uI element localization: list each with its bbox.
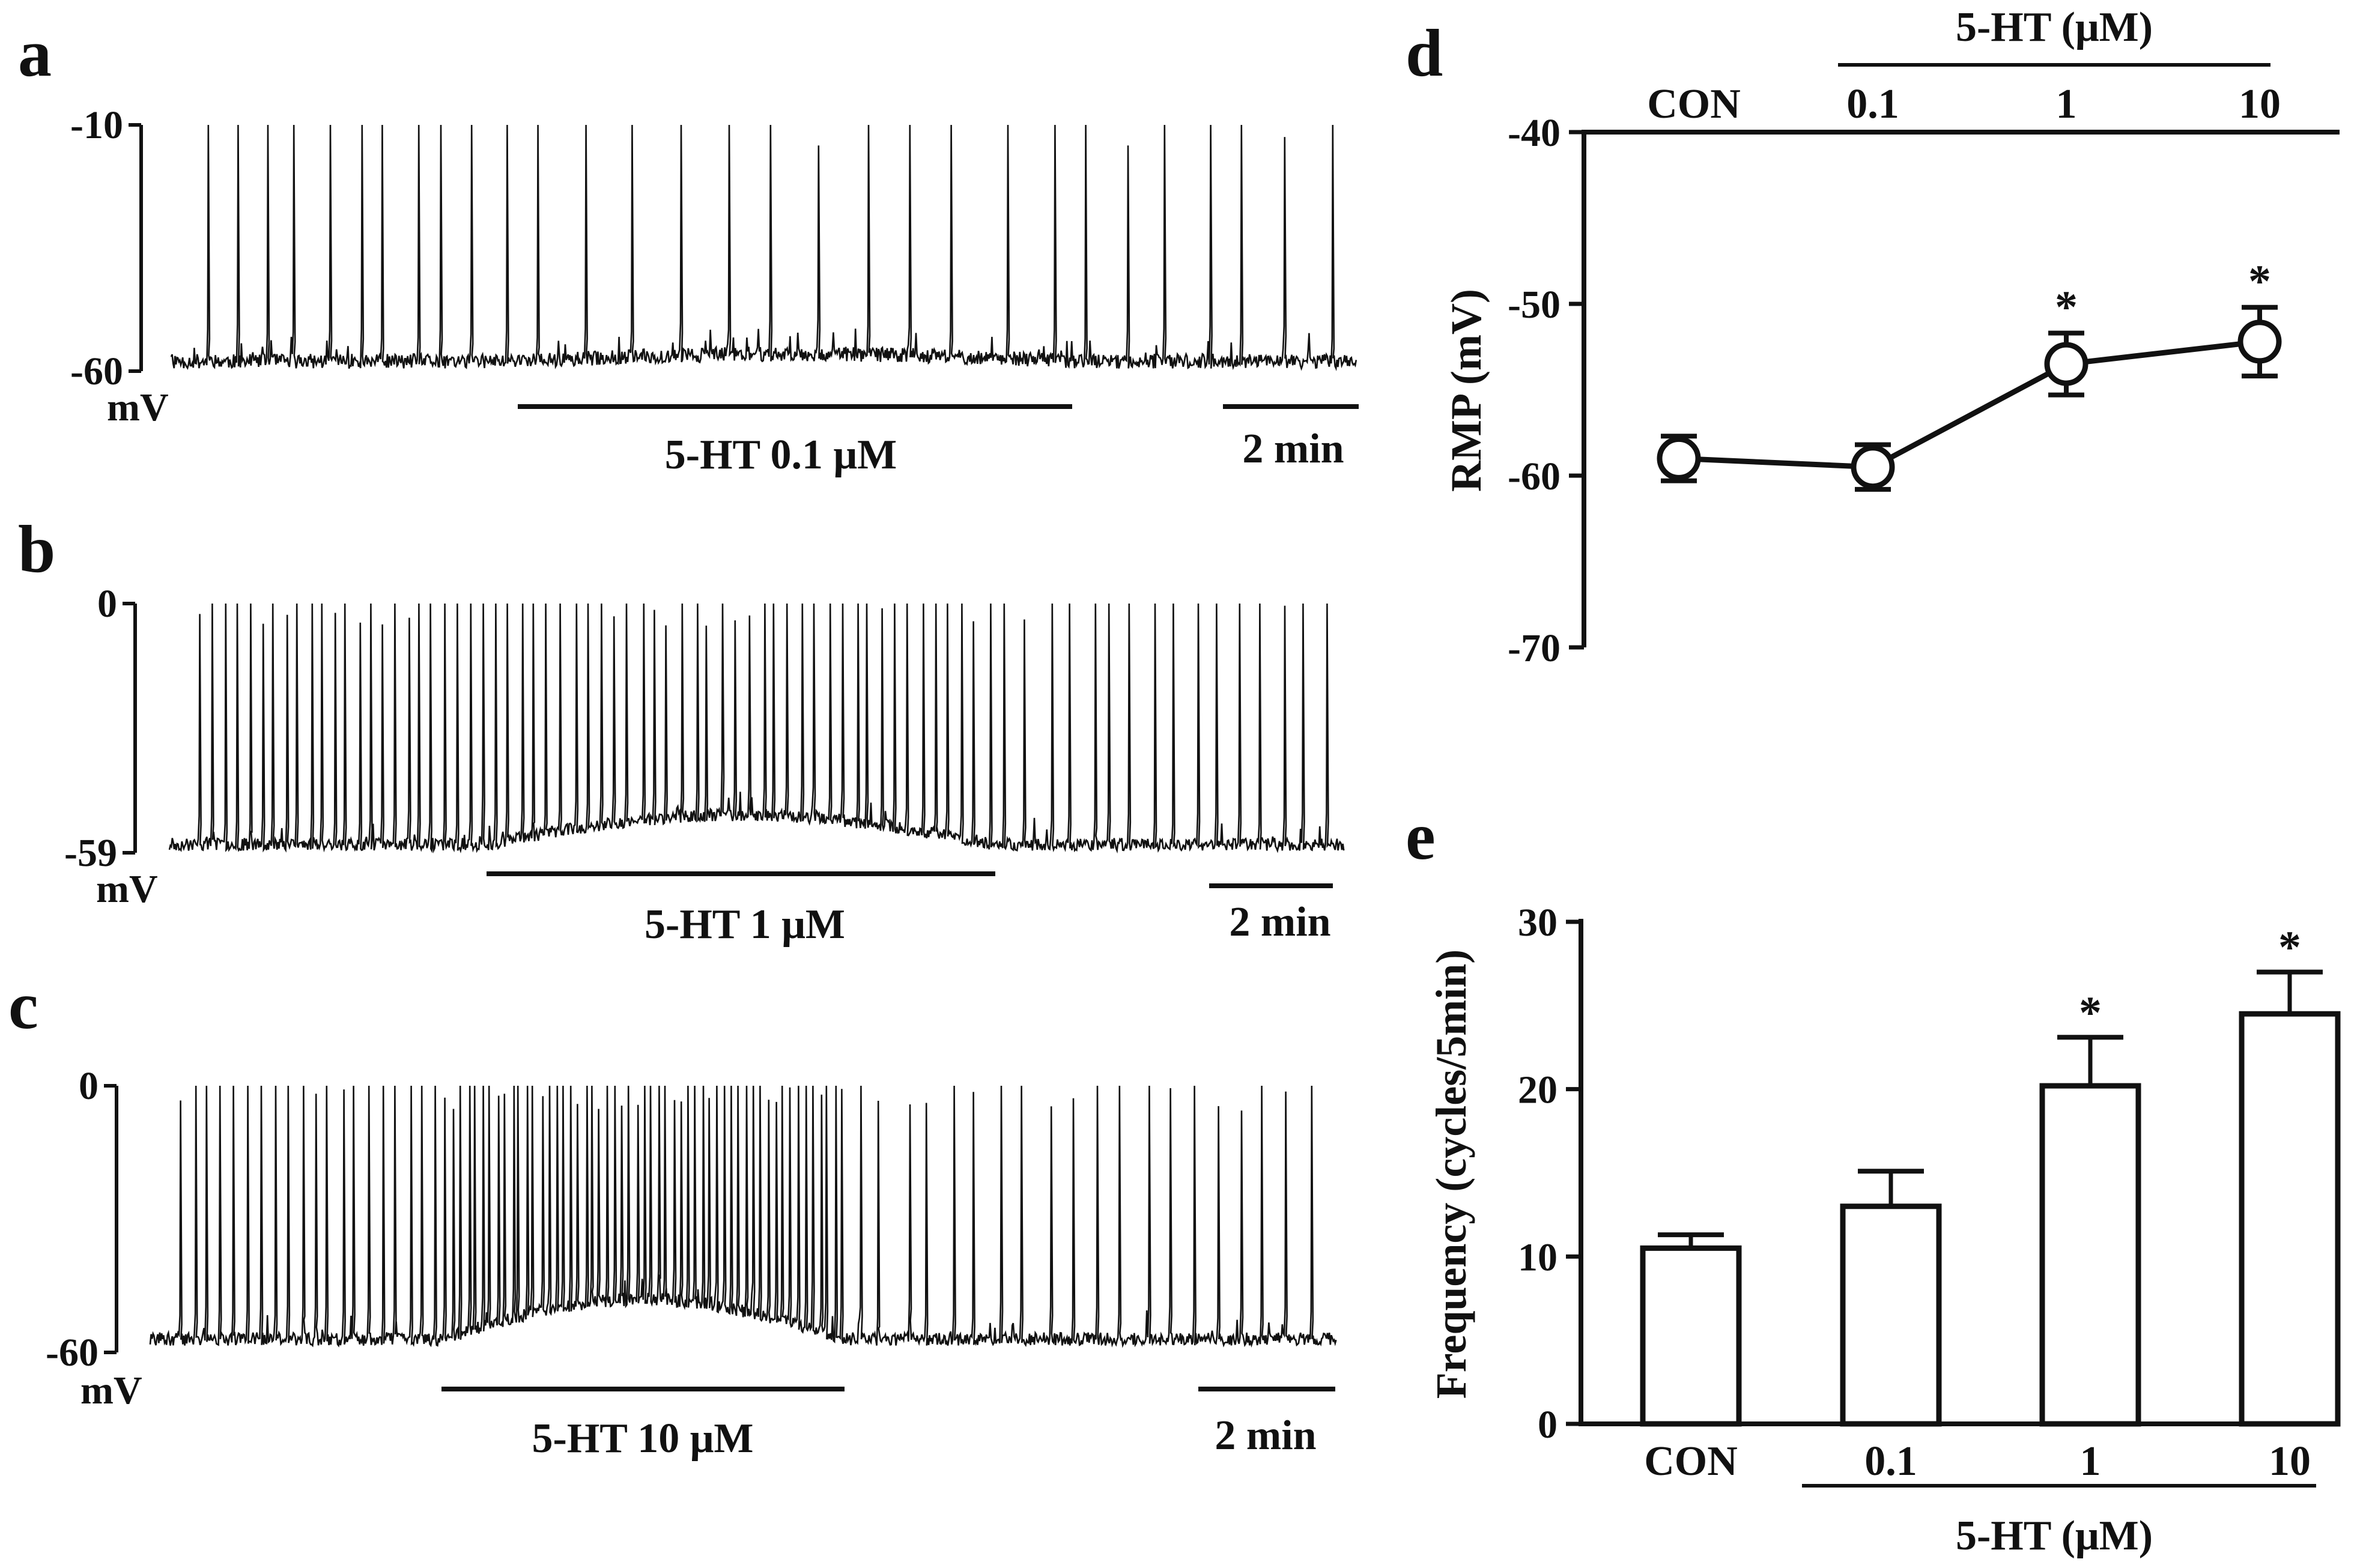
panel-d-significance-star: * [2248,256,2271,307]
panel-c-ylabel-bottom: -60 [46,1331,99,1375]
panel-e-y-tick-label: 20 [1518,1068,1558,1112]
panel-d-category-label: CON [1647,81,1741,127]
panel-c: c 0 -60 mV 5-HT 10 μM 2 min [8,969,1337,1462]
panel-c-trace [149,1085,1337,1348]
panel-d-letter: d [1406,16,1443,91]
panel-d-category-label: 10 [2239,81,2281,127]
panel-b: b 0 -59 mV 5-HT 1 μM 2 min [18,512,1345,948]
panel-c-drug-label: 5-HT 10 μM [532,1415,754,1462]
panel-e-categories: CON 0.1 1 10 [1644,1438,2311,1485]
panel-d-point [2044,342,2088,386]
panel-e-letter: e [1406,799,1436,874]
panel-e-y-tick-label: 0 [1538,1403,1558,1447]
panel-e-category-label: 1 [2080,1438,2101,1485]
panel-b-scale-label: 2 min [1229,899,1330,945]
panel-a: a -10 -60 mV 5-HT 0.1 μM 2 min [18,16,1359,478]
panel-e-bar [2039,1083,2141,1427]
panel-d-y-tick-label: -70 [1508,626,1561,670]
panel-d-y-ticks: -40 -50 -60 -70 [1508,111,1584,670]
panel-d-ylabel: RMP (mV) [1442,289,1490,492]
panel-a-ylabel-bottom: -60 [70,350,123,393]
panel-e-category-label: CON [1644,1438,1738,1485]
panel-b-unit: mV [96,867,158,911]
panel-d-y-tick-label: -50 [1508,283,1561,327]
panel-d-categories: CON 0.1 1 10 [1647,81,2281,127]
panel-e-category-label: 0.1 [1864,1438,1917,1485]
panel-d-y-tick-label: -60 [1508,455,1561,498]
panel-e-y-tick-label: 30 [1518,901,1558,945]
panel-a-unit: mV [107,386,169,429]
panel-d-group-label: 5-HT (μM) [1956,4,2153,50]
panel-c-scale-label: 2 min [1215,1412,1316,1459]
panel-a-ylabel-top: -10 [70,103,123,147]
panel-b-trace [168,603,1345,854]
panel-d-marks: ** [1657,256,2282,492]
panel-b-ylabel-top: 0 [97,582,117,626]
panel-c-letter: c [8,969,38,1043]
panel-d: d 5-HT (μM) -40-50-60-70 CON 0.1 1 10 ** RM… [1406,4,2340,670]
panel-d-significance-star: * [2055,282,2078,333]
panel-e-group-label: 5-HT (μM) [1956,1513,2153,1559]
panel-e-ylabel: Frequency (cycles/5min) [1427,949,1475,1399]
panel-e-marks: ** [1640,922,2341,1427]
panel-a-letter: a [18,16,52,91]
panel-e-significance-star: * [2079,987,2102,1038]
panel-a-drug-label: 5-HT 0.1 μM [665,432,897,478]
panel-c-unit: mV [80,1369,142,1412]
panel-e-y-tick-label: 10 [1518,1235,1558,1279]
panel-e-y-ticks: 0 10 20 30 [1518,901,1581,1447]
panel-e-bar [1640,1245,1742,1427]
panel-d-point [1657,436,1701,480]
panel-d-point [1851,445,1895,489]
panel-e-significance-star: * [2278,922,2301,973]
panel-e-category-label: 10 [2269,1438,2311,1485]
panel-b-ylabel-bottom: -59 [64,831,117,875]
panel-c-ylabel-top: 0 [79,1064,99,1108]
panel-a-trace [170,124,1357,372]
panel-b-drug-label: 5-HT 1 μM [645,901,845,948]
panel-e-bar [1840,1203,1942,1427]
panel-d-point [2237,319,2282,364]
panel-b-letter: b [18,512,55,587]
panel-d-y-tick-label: -40 [1508,111,1561,155]
panel-d-series-line [1678,339,2260,470]
panel-a-scale-label: 2 min [1242,426,1344,472]
panel-d-category-label: 1 [2056,81,2077,127]
panel-d-category-label: 0.1 [1846,81,1899,127]
panel-e-bar [2239,1011,2341,1427]
